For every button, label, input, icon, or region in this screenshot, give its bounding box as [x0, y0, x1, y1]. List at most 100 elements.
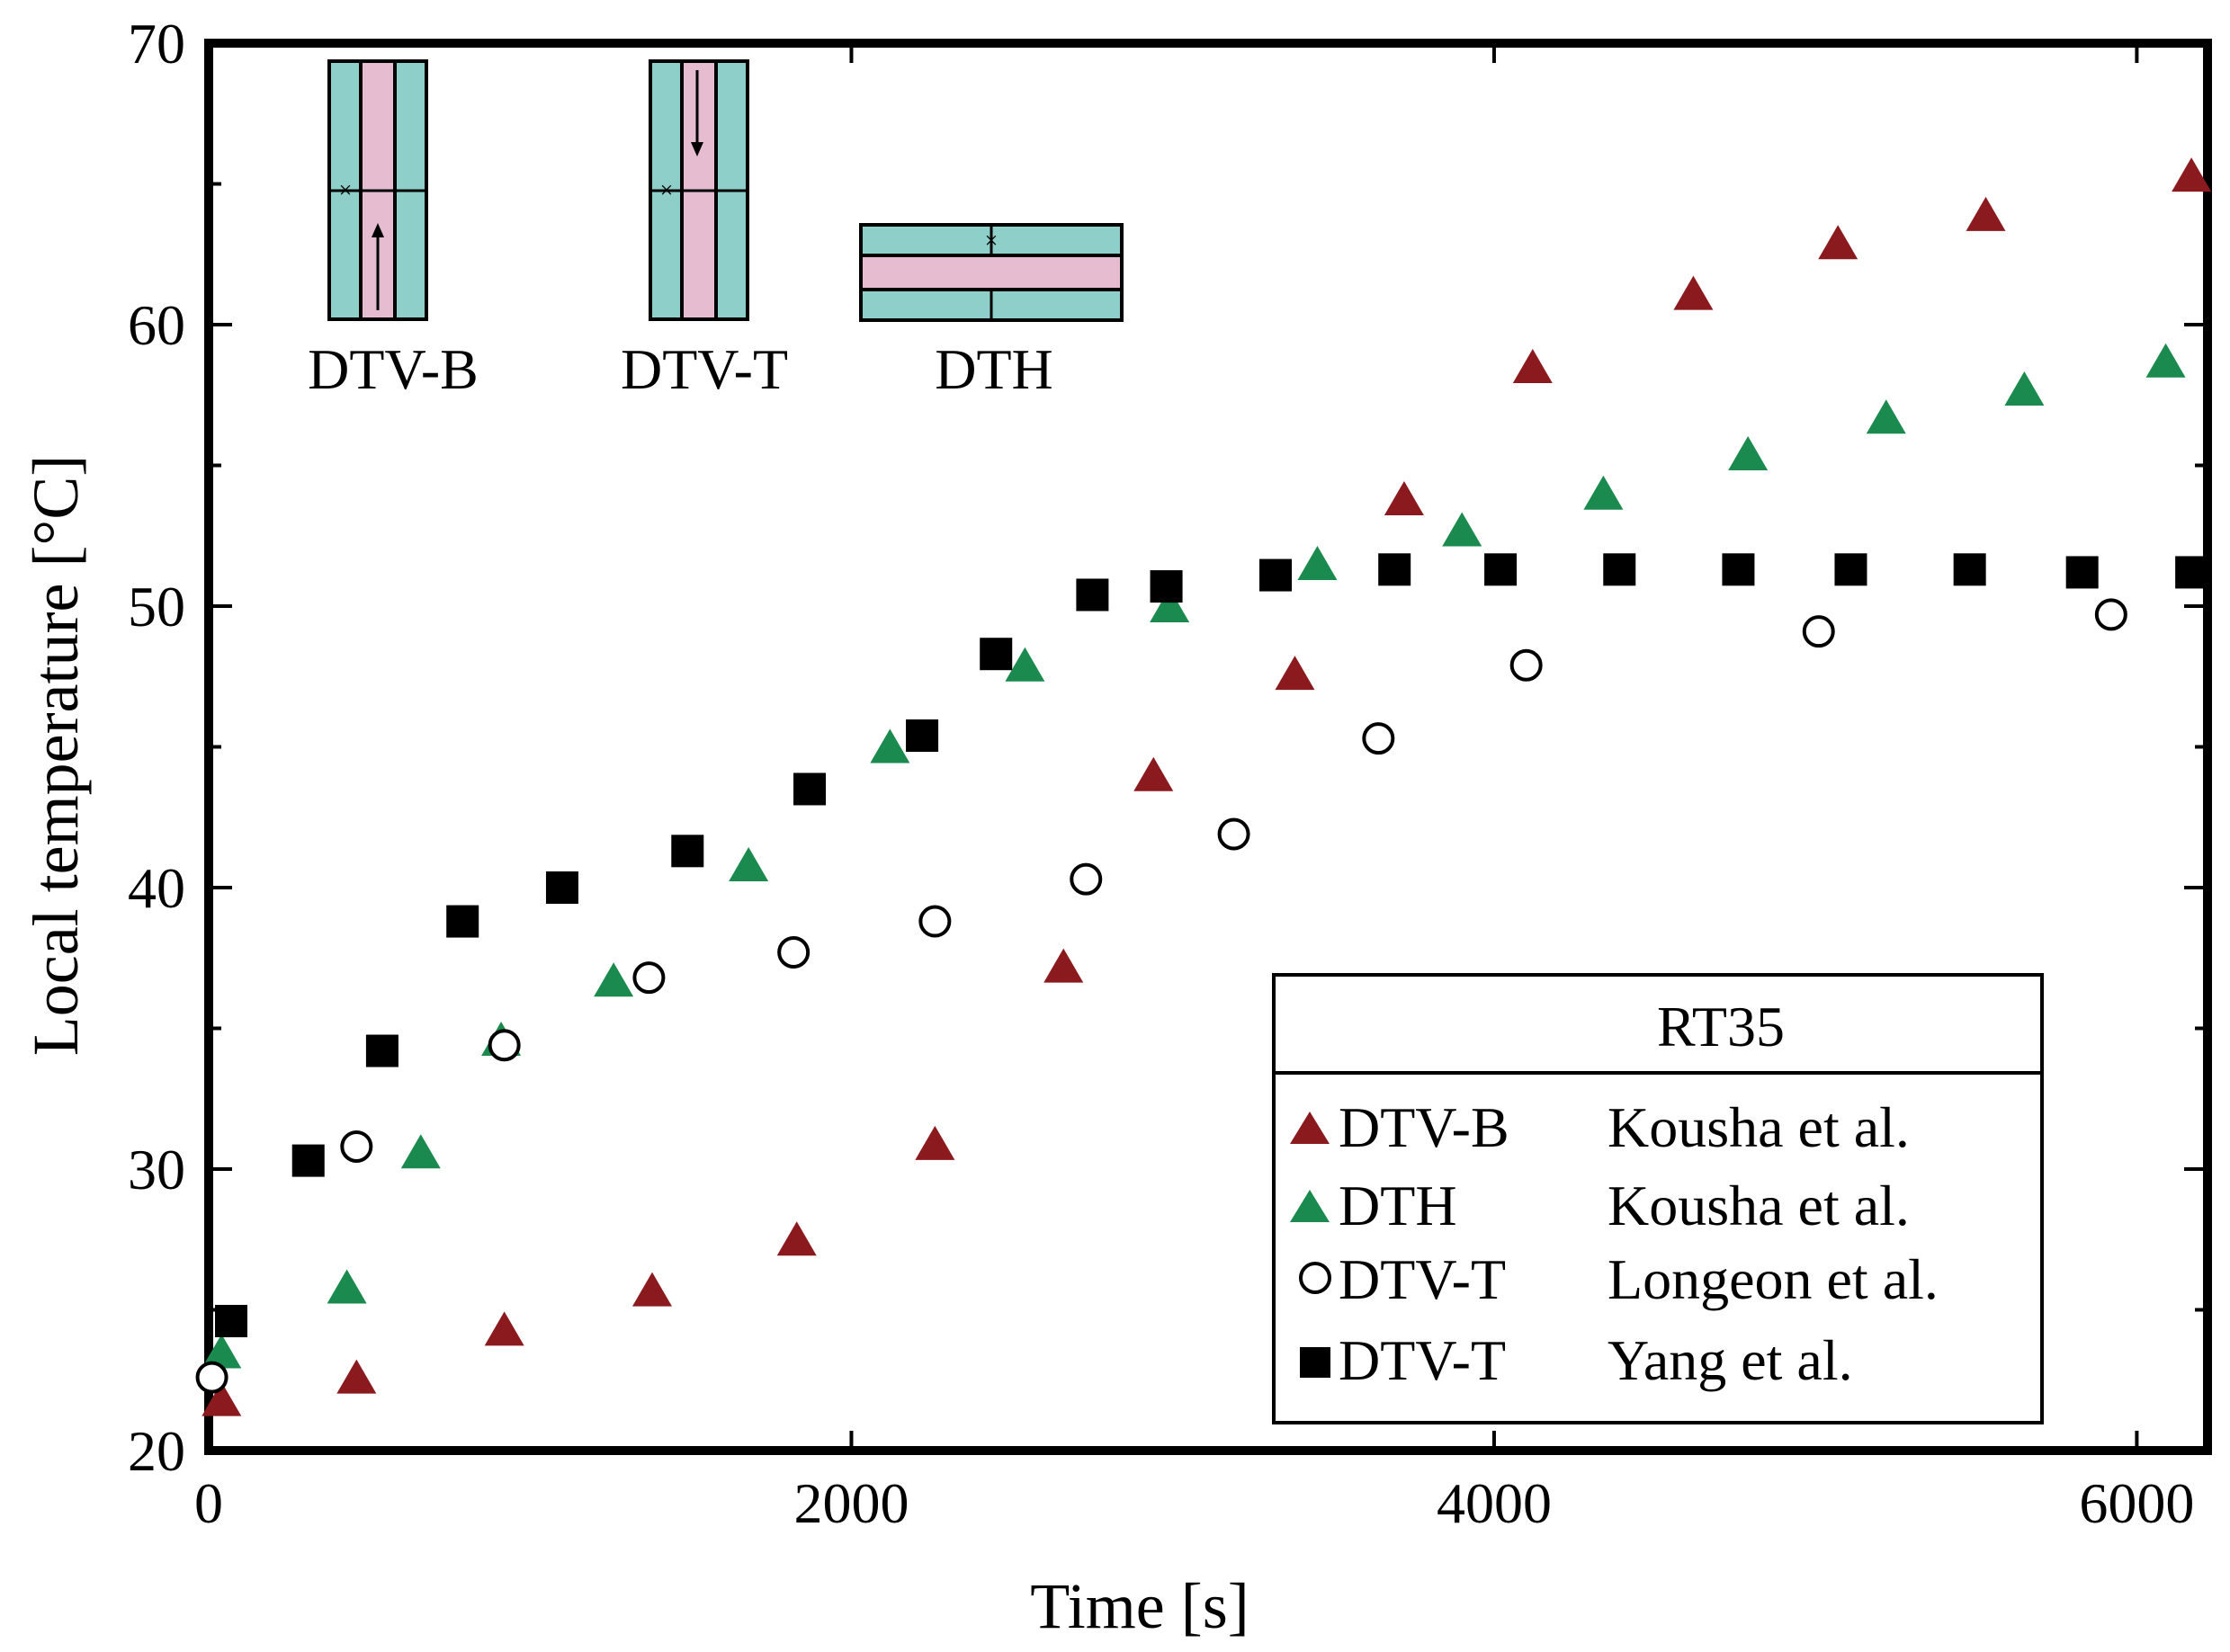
marker-dtv-t-longeon-1 — [340, 1130, 373, 1163]
marker-dtv-t-yang-0 — [215, 1305, 248, 1338]
legend-label-dtv-t-yang: DTV-T — [1339, 1328, 1506, 1392]
y-tick-label-60: 60 — [128, 293, 185, 357]
marker-dtv-t-yang-15 — [1722, 553, 1755, 586]
marker-dtv-t-longeon-10 — [1802, 615, 1835, 648]
data-markers — [195, 157, 2212, 1416]
marker-dth-kousha-4 — [594, 962, 634, 997]
marker-dth-kousha-15 — [2145, 343, 2186, 378]
marker-dtv-b-kousha-9 — [1384, 481, 1424, 516]
marker-dtv-b-kousha-12 — [1818, 225, 1858, 260]
marker-dtv-t-yang-1 — [291, 1144, 325, 1177]
y-tick-label-30: 30 — [128, 1138, 185, 1201]
marker-dtv-t-yang-8 — [980, 638, 1013, 671]
marker-dtv-b-kousha-14 — [2172, 157, 2212, 192]
marker-dtv-t-longeon-11 — [2094, 598, 2127, 631]
marker-dtv-t-longeon-3 — [632, 961, 666, 995]
marker-dth-kousha-1 — [327, 1269, 367, 1304]
legend-source-dth-kousha: Kousha et al. — [1608, 1174, 1910, 1237]
marker-dtv-t-longeon-2 — [488, 1029, 521, 1062]
x-tick-label-4000: 4000 — [1437, 1471, 1552, 1535]
marker-dtv-b-kousha-3 — [631, 1272, 672, 1307]
marker-dth-kousha-0 — [202, 1334, 242, 1369]
marker-dth-kousha-6 — [870, 728, 910, 763]
legend: RT35 DTV-B Kousha et al. DTH Kousha et a… — [1272, 973, 2044, 1424]
marker-dtv-b-kousha-5 — [915, 1125, 955, 1160]
marker-dth-kousha-8 — [1150, 588, 1190, 622]
marker-dtv-b-kousha-13 — [1966, 196, 2006, 231]
legend-marker-dtv-b-kousha — [1290, 1112, 1330, 1144]
schematic-insets: × DTV-B × DTV-T × DTH — [308, 59, 1124, 401]
legend-label-dth-kousha: DTH — [1339, 1174, 1457, 1237]
legend-marker-dtv-t-longeon — [1299, 1262, 1331, 1294]
marker-dtv-t-yang-7 — [906, 719, 939, 752]
marker-dtv-b-kousha-6 — [1043, 948, 1084, 983]
marker-dtv-t-yang-3 — [446, 905, 479, 938]
marker-dtv-b-kousha-2 — [484, 1311, 524, 1346]
inset-dth: × DTH — [859, 223, 1124, 401]
marker-dtv-t-yang-14 — [1603, 553, 1636, 586]
legend-source-dtv-t-longeon: Longeon et al. — [1608, 1247, 1939, 1311]
inset-dtv-b-label: DTV-B — [308, 337, 479, 401]
x-tick-label-6000: 6000 — [2079, 1471, 2194, 1535]
x-tick-label-2000: 2000 — [793, 1471, 909, 1535]
marker-dtv-t-yang-11 — [1259, 558, 1293, 592]
marker-dth-kousha-7 — [1005, 647, 1045, 682]
axis-ticks — [207, 41, 2208, 1452]
inset-dth-label: DTH — [935, 337, 1053, 401]
marker-dtv-t-yang-9 — [1076, 578, 1109, 612]
x-tick-label-0: 0 — [194, 1471, 223, 1535]
inset-dtv-t: × DTV-T — [621, 59, 788, 401]
marker-dtv-b-kousha-11 — [1673, 275, 1714, 310]
y-tick-label-20: 20 — [128, 1419, 185, 1483]
legend-label-dtv-t-longeon: DTV-T — [1339, 1247, 1506, 1311]
marker-dth-kousha-13 — [1866, 399, 1906, 434]
marker-dtv-t-longeon-8 — [1362, 722, 1395, 755]
marker-dtv-t-yang-17 — [1953, 553, 1986, 586]
y-tick-label-70: 70 — [128, 12, 185, 76]
marker-dtv-t-longeon-4 — [777, 935, 811, 969]
x-axis-title: Time [s] — [1030, 1570, 1249, 1642]
y-tick-label-50: 50 — [128, 575, 185, 638]
marker-dtv-t-longeon-7 — [1217, 817, 1250, 851]
marker-dtv-t-yang-13 — [1484, 553, 1518, 586]
marker-dtv-b-kousha-7 — [1133, 756, 1174, 791]
inset-dtv-t-probe-marker: × — [660, 177, 674, 203]
inset-dtv-b-probe-marker: × — [339, 177, 353, 203]
inset-dtv-b: × DTV-B — [308, 59, 479, 401]
inset-dth-inner — [859, 254, 1124, 291]
legend-source-dtv-b-kousha: Kousha et al. — [1608, 1095, 1910, 1159]
legend-title: RT35 — [1657, 995, 1785, 1058]
inset-dtv-t-arrow-head — [691, 142, 703, 156]
marker-dtv-t-longeon-9 — [1509, 648, 1543, 682]
marker-dtv-b-kousha-8 — [1275, 656, 1315, 691]
y-axis-title: Local temperature [°C] — [20, 455, 92, 1056]
marker-dtv-b-kousha-0 — [202, 1381, 242, 1416]
inset-dtv-b-arrow-head — [372, 223, 384, 237]
inset-dtv-t-label: DTV-T — [621, 337, 788, 401]
marker-dth-kousha-5 — [729, 846, 769, 881]
marker-dtv-t-yang-16 — [1834, 553, 1867, 586]
marker-dtv-t-yang-5 — [671, 835, 704, 868]
legend-source-dtv-t-yang: Yang et al. — [1608, 1328, 1853, 1392]
marker-dtv-b-kousha-1 — [336, 1359, 377, 1394]
marker-dtv-b-kousha-10 — [1512, 348, 1553, 383]
marker-dth-kousha-11 — [1583, 475, 1624, 510]
marker-dtv-t-yang-12 — [1378, 553, 1411, 586]
marker-dth-kousha-10 — [1442, 512, 1482, 547]
marker-dtv-t-yang-10 — [1150, 570, 1183, 603]
inset-dth-probe-marker: × — [985, 228, 999, 254]
marker-dth-kousha-2 — [400, 1134, 441, 1169]
marker-dtv-t-yang-6 — [793, 772, 827, 806]
marker-dth-kousha-9 — [1297, 546, 1338, 581]
marker-dtv-t-yang-19 — [2175, 556, 2208, 589]
marker-dtv-t-longeon-5 — [918, 905, 952, 938]
legend-label-dtv-b-kousha: DTV-B — [1339, 1095, 1509, 1159]
marker-dtv-t-longeon-0 — [195, 1361, 228, 1394]
axis-tick-labels: 0 2000 4000 6000 20 30 40 50 60 70 — [128, 12, 2194, 1535]
legend-marker-dtv-t-yang — [1300, 1347, 1330, 1378]
marker-dth-kousha-12 — [1728, 435, 1769, 470]
marker-dth-kousha-14 — [2004, 371, 2045, 406]
marker-dtv-t-yang-4 — [545, 871, 578, 904]
legend-marker-dth-kousha — [1290, 1190, 1330, 1222]
